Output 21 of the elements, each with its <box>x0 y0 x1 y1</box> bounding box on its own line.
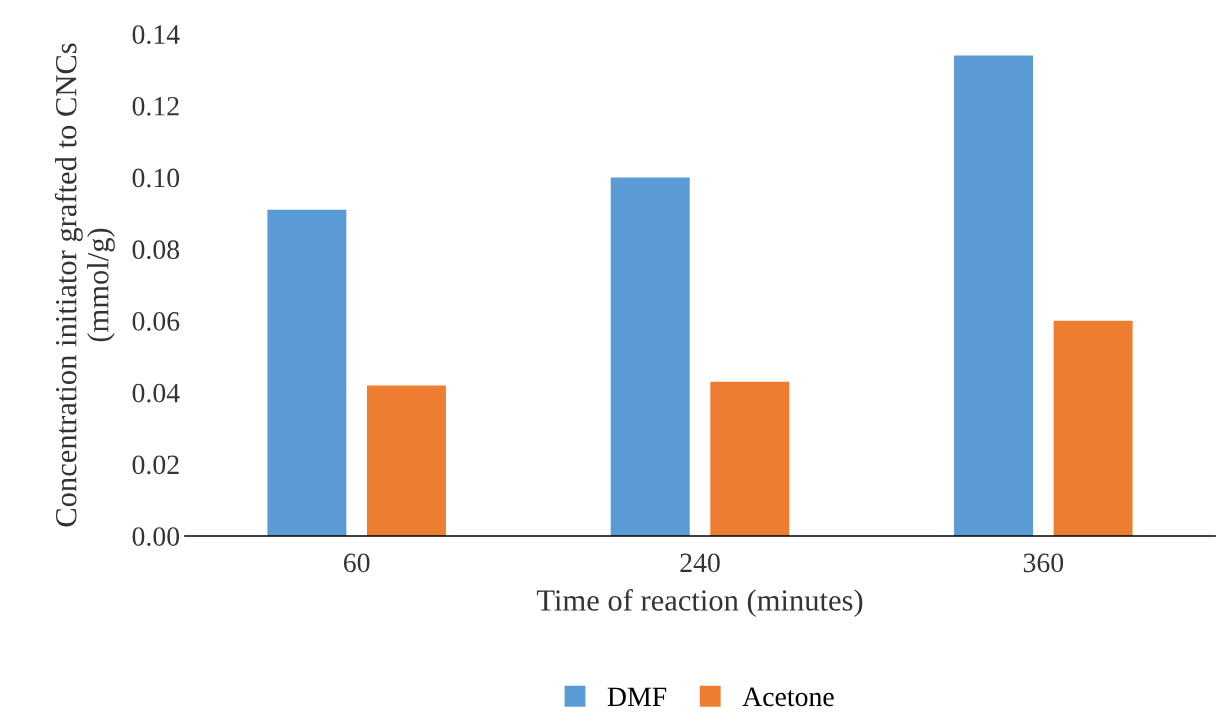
bar <box>954 55 1034 536</box>
bar <box>610 177 690 536</box>
y-tick-label: 0.12 <box>132 96 179 116</box>
y-tick-label: 0.02 <box>132 455 179 475</box>
y-tick-label: 0.04 <box>132 383 180 403</box>
x-axis-title: Time of reaction (minutes) <box>536 588 863 617</box>
y-axis-title: Concentration initiator grafted to CNCs (mmol/g) <box>54 43 115 527</box>
legend-label: Acetone <box>742 687 834 707</box>
legend-label: DMF <box>607 687 667 706</box>
bar <box>366 385 446 536</box>
bar <box>1053 320 1133 536</box>
y-tick-label: 0.08 <box>132 240 180 260</box>
x-tick-label: 360 <box>1023 553 1064 573</box>
y-tick-label: 0.00 <box>132 527 180 547</box>
bar <box>710 381 790 536</box>
y-tick-label: 0.14 <box>132 25 180 45</box>
y-tick-label: 0.10 <box>132 168 180 188</box>
bar <box>267 209 347 536</box>
x-tick-label: 60 <box>343 553 370 573</box>
x-tick-label: 240 <box>680 553 720 573</box>
y-tick-label: 0.06 <box>132 312 180 331</box>
